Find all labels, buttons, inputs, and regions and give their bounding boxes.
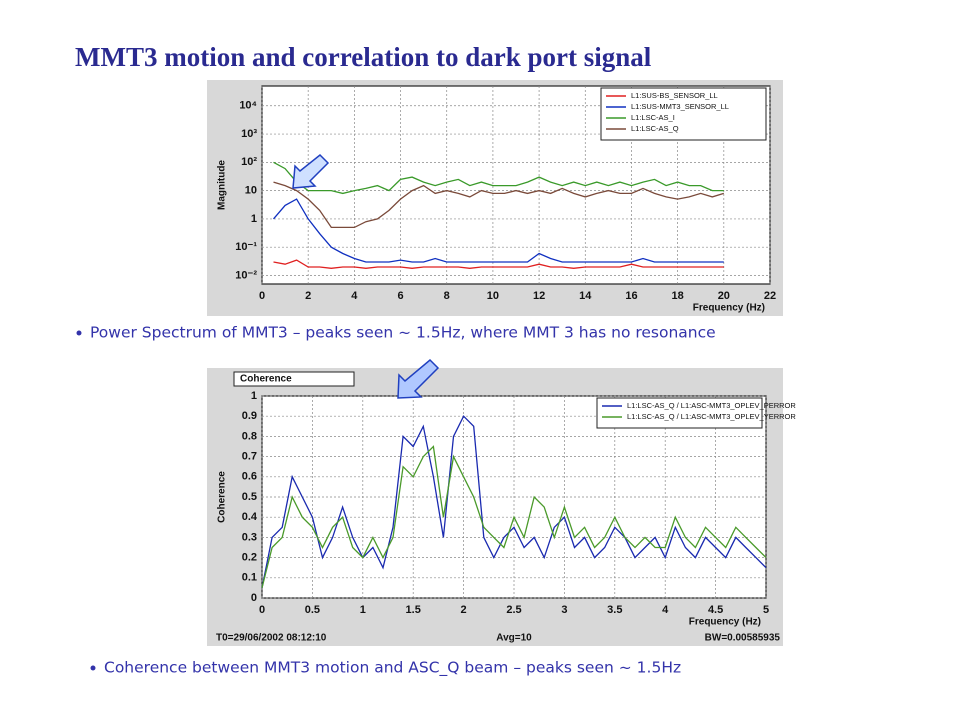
x-axis-label: Frequency (Hz)	[693, 303, 765, 314]
slide-title: MMT3 motion and correlation to dark port…	[75, 42, 652, 72]
y-tick-label: 0.9	[242, 410, 257, 422]
title-box	[233, 371, 355, 387]
bullet-dot	[90, 665, 96, 671]
series-line	[261, 445, 767, 589]
series-line	[261, 415, 767, 589]
y-tick-label: 0.4	[242, 511, 258, 523]
y-tick-label: 0.6	[242, 471, 257, 483]
y-tick-label: 10	[245, 185, 257, 197]
legend-label: L1:SUS-BS_SENSOR_LL	[631, 91, 718, 100]
y-axis-label: Magnitude	[217, 160, 228, 210]
x-tick-label: 6	[397, 290, 403, 302]
x-tick-label: 0	[259, 290, 265, 302]
y-tick-label: 1	[251, 390, 257, 402]
x-tick-label: 2	[461, 604, 467, 616]
y-tick-label: 10²	[241, 156, 257, 168]
footer-text: T0=29/06/2002 08:12:10	[216, 633, 327, 644]
x-axis-label: Frequency (Hz)	[689, 617, 761, 628]
series-line	[273, 198, 724, 263]
y-axis-label: Coherence	[217, 471, 228, 523]
arrow	[292, 153, 330, 189]
x-tick-label: 10	[487, 290, 499, 302]
legend-label: L1:LSC-AS_Q / L1:ASC-MMT3_OPLEV_PERROR	[627, 401, 796, 410]
x-tick-label: 0.5	[305, 604, 320, 616]
x-tick-label: 14	[579, 290, 592, 302]
bullet-text: Power Spectrum of MMT3 – peaks seen ~ 1.…	[90, 324, 716, 342]
footer-text: BW=0.00585935	[705, 633, 781, 644]
legend-label: L1:SUS-MMT3_SENSOR_LL	[631, 102, 729, 111]
arrow	[397, 358, 440, 399]
x-tick-label: 2	[305, 290, 311, 302]
series-line	[273, 161, 724, 195]
y-tick-label: 10⁻¹	[235, 241, 257, 253]
bullet-text: Coherence between MMT3 motion and ASC_Q …	[104, 659, 681, 678]
y-tick-label: 10⁴	[239, 100, 257, 112]
x-tick-label: 4	[662, 604, 669, 616]
x-tick-label: 4	[351, 290, 358, 302]
x-tick-label: 20	[718, 290, 730, 302]
legend-box	[596, 397, 763, 429]
y-tick-label: 1	[251, 213, 257, 225]
x-tick-label: 18	[672, 290, 684, 302]
x-tick-label: 0	[259, 604, 265, 616]
charts: 0 2 4 6 8 10 12 14 16 18 20 2210⁻²10⁻¹11010²10³10⁴L…	[216, 85, 796, 644]
y-tick-label: 10³	[241, 128, 257, 140]
y-tick-label: 0.2	[242, 552, 257, 564]
series-line	[273, 259, 724, 269]
x-tick-label: 5	[763, 604, 769, 616]
y-tick-label: 0.1	[242, 572, 257, 584]
chart-title: Coherence	[240, 374, 292, 385]
legend-label: L1:LSC-AS_Q / L1:ASC-MMT3_OPLEV_YERROR	[627, 412, 796, 421]
x-tick-label: 1.5	[406, 604, 421, 616]
legend-label: L1:LSC-AS_Q	[631, 124, 679, 133]
x-tick-label: 12	[533, 290, 545, 302]
y-tick-label: 0.3	[242, 531, 257, 543]
y-tick-label: 0	[251, 592, 257, 604]
y-tick-label: 0.8	[242, 430, 257, 442]
y-tick-label: 0.7	[242, 451, 257, 463]
legend-box	[600, 87, 767, 141]
x-tick-label: 3	[561, 604, 567, 616]
y-tick-label: 10⁻²	[235, 269, 257, 281]
x-tick-label: 3.5	[607, 604, 622, 616]
legend-label: L1:LSC-AS_I	[631, 113, 675, 122]
x-tick-label: 2.5	[506, 604, 521, 616]
footer-text: Avg=10	[496, 633, 532, 644]
series-line	[273, 181, 724, 229]
x-tick-label: 16	[625, 290, 637, 302]
bullet-dot	[76, 330, 82, 336]
x-tick-label: 1	[360, 604, 366, 616]
x-tick-label: 22	[764, 290, 776, 302]
x-tick-label: 4.5	[708, 604, 723, 616]
y-tick-label: 0.5	[242, 491, 257, 503]
x-tick-label: 8	[444, 290, 450, 302]
